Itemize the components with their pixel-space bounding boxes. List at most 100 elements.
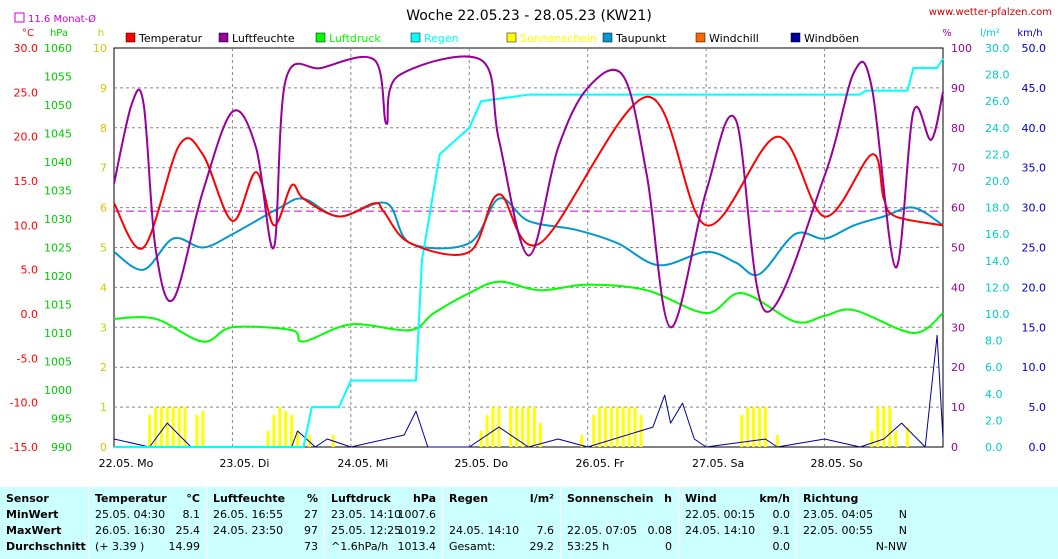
stats-col-pressure: Luftdruck hPa 23.05. 14:10 1007.6 25.05. 1… xyxy=(325,487,443,559)
legend-swatch xyxy=(125,32,136,43)
sunshine-bar xyxy=(752,407,756,447)
axis-tick-rain: 8.0 xyxy=(985,335,1003,348)
axis-tick-rain: 0.0 xyxy=(985,441,1003,454)
sunshine-bar xyxy=(165,407,169,447)
sunshine-bar xyxy=(521,407,525,447)
axis-tick-pressure: 1040 xyxy=(44,156,72,169)
sunshine-bar xyxy=(485,415,489,447)
sunshine-bar xyxy=(538,423,542,447)
axis-tick-wind: 15.0 xyxy=(1022,321,1047,334)
dir-avg-value: N-NW xyxy=(875,540,907,553)
sunshine-bar xyxy=(290,415,294,447)
legend-swatch xyxy=(695,32,706,43)
sunshine-bar xyxy=(598,407,602,447)
axis-tick-wind: 50.0 xyxy=(1022,42,1047,55)
axis-tick-wind: 5.0 xyxy=(1029,401,1047,414)
temp-min-time: 25.05. 04:30 xyxy=(95,508,166,521)
legend-label: Temperatur xyxy=(138,32,203,45)
legend-swatch xyxy=(315,32,326,43)
press-max-time: 25.05. 12:25 xyxy=(331,524,402,537)
hum-avg-value: 73 xyxy=(304,540,318,553)
rain-max-value: 7.6 xyxy=(536,524,555,537)
stats-table: Sensor MinWert MaxWert Durchschnitt Temp… xyxy=(0,487,1058,559)
sunshine-bar xyxy=(894,431,898,447)
axis-tick-sun: 2 xyxy=(100,361,107,374)
sunshine-bar xyxy=(627,407,631,447)
legend-swatch xyxy=(410,32,421,43)
sunshine-bar xyxy=(527,407,530,447)
axis-tick-rain: 16.0 xyxy=(985,228,1010,241)
axis-tick-temp: -10.0 xyxy=(10,397,38,410)
legend-label: Regen xyxy=(424,32,459,45)
legend-label: Taupunkt xyxy=(615,32,667,45)
stats-col-wind: Wind km/h 22.05. 00:15 0.0 24.05. 14:10 9.1… xyxy=(679,487,797,559)
sunshine-bar xyxy=(515,407,519,447)
temp-avg-value: 14.99 xyxy=(168,540,201,553)
stats-header-wind: Wind xyxy=(685,492,717,505)
axis-tick-pressure: 1050 xyxy=(44,99,72,112)
chart-title: Woche 22.05.23 - 28.05.23 (KW21) xyxy=(406,8,652,24)
axis-tick-wind: 25.0 xyxy=(1022,242,1047,255)
legend-label: Luftfeuchte xyxy=(232,32,295,45)
press-trend: ^1.6hPa/h xyxy=(331,540,389,553)
x-tick-label: 22.05. Mo xyxy=(99,457,154,470)
axis-tick-humidity: 10 xyxy=(951,401,965,414)
sunshine-bar xyxy=(195,415,199,447)
axis-tick-temp: 5.0 xyxy=(21,264,39,277)
sunshine-bar xyxy=(603,407,607,447)
axis-tick-pressure: 990 xyxy=(51,441,72,454)
axis-tick-sun: 3 xyxy=(100,321,107,334)
axis-tick-sun: 10 xyxy=(93,42,107,55)
sunshine-bar xyxy=(876,407,880,447)
axis-tick-humidity: 0 xyxy=(951,441,958,454)
legend-swatch xyxy=(790,32,801,43)
series-line-taupunkt xyxy=(113,197,944,277)
axis-tick-sun: 9 xyxy=(100,82,107,95)
axis-tick-humidity: 30 xyxy=(951,321,965,334)
row-label-avg: Durchschnitt xyxy=(6,540,86,553)
weather-chart: Woche 22.05.23 - 28.05.23 (KW21) www.wett… xyxy=(10,7,1052,470)
sunshine-bar xyxy=(870,431,874,447)
press-min-value: 1007.6 xyxy=(397,508,437,521)
wind-avg-value: 0.0 xyxy=(772,540,791,553)
axis-tick-pressure: 1035 xyxy=(44,185,72,198)
axis-tick-rain: 20.0 xyxy=(985,175,1010,188)
sunshine-bar xyxy=(159,407,163,447)
stats-header-sun-unit: h xyxy=(664,492,672,505)
axis-tick-humidity: 70 xyxy=(951,162,965,175)
sun-max-value: 0.08 xyxy=(647,524,673,537)
x-tick-label: 28.05. So xyxy=(810,457,862,470)
sunshine-bar xyxy=(272,415,276,447)
axis-tick-pressure: 1030 xyxy=(44,213,72,226)
axis-tick-rain: 12.0 xyxy=(985,281,1010,294)
stats-header-humidity-unit: % xyxy=(306,492,318,505)
x-tick-label: 25.05. Do xyxy=(454,457,508,470)
axis-tick-temp: -15.0 xyxy=(10,441,38,454)
temp-min-value: 8.1 xyxy=(182,508,201,521)
axis-tick-temp: 10.0 xyxy=(14,219,39,232)
sunshine-bar xyxy=(740,415,744,447)
sunshine-bar xyxy=(177,407,181,447)
axis-tick-humidity: 50 xyxy=(951,242,965,255)
temp-max-time: 26.05. 16:30 xyxy=(95,524,166,537)
month-avg-marker xyxy=(14,12,25,23)
sun-max-time: 22.05. 07:05 xyxy=(567,524,638,537)
wind-min-value: 0.0 xyxy=(772,508,791,521)
axis-tick-sun: 0 xyxy=(100,441,107,454)
sunshine-bar xyxy=(266,431,270,447)
axis-tick-temp: -5.0 xyxy=(17,352,38,365)
axis-tick-rain: 6.0 xyxy=(985,361,1003,374)
axis-tick-pressure: 1010 xyxy=(44,327,72,340)
sunshine-bar xyxy=(621,407,625,447)
axis-tick-rain: 18.0 xyxy=(985,202,1010,215)
sunshine-bar xyxy=(183,407,187,447)
sunshine-bar xyxy=(153,407,157,447)
row-label-min: MinWert xyxy=(6,508,59,521)
axis-tick-humidity: 100 xyxy=(951,42,972,55)
temp-max-value: 25.4 xyxy=(175,524,201,537)
x-tick-label: 24.05. Mi xyxy=(337,457,388,470)
axis-unit-wind: km/h xyxy=(1017,28,1042,39)
axis-tick-sun: 8 xyxy=(100,122,107,135)
sunshine-bar xyxy=(284,411,288,447)
axis-tick-sun: 6 xyxy=(100,202,107,215)
